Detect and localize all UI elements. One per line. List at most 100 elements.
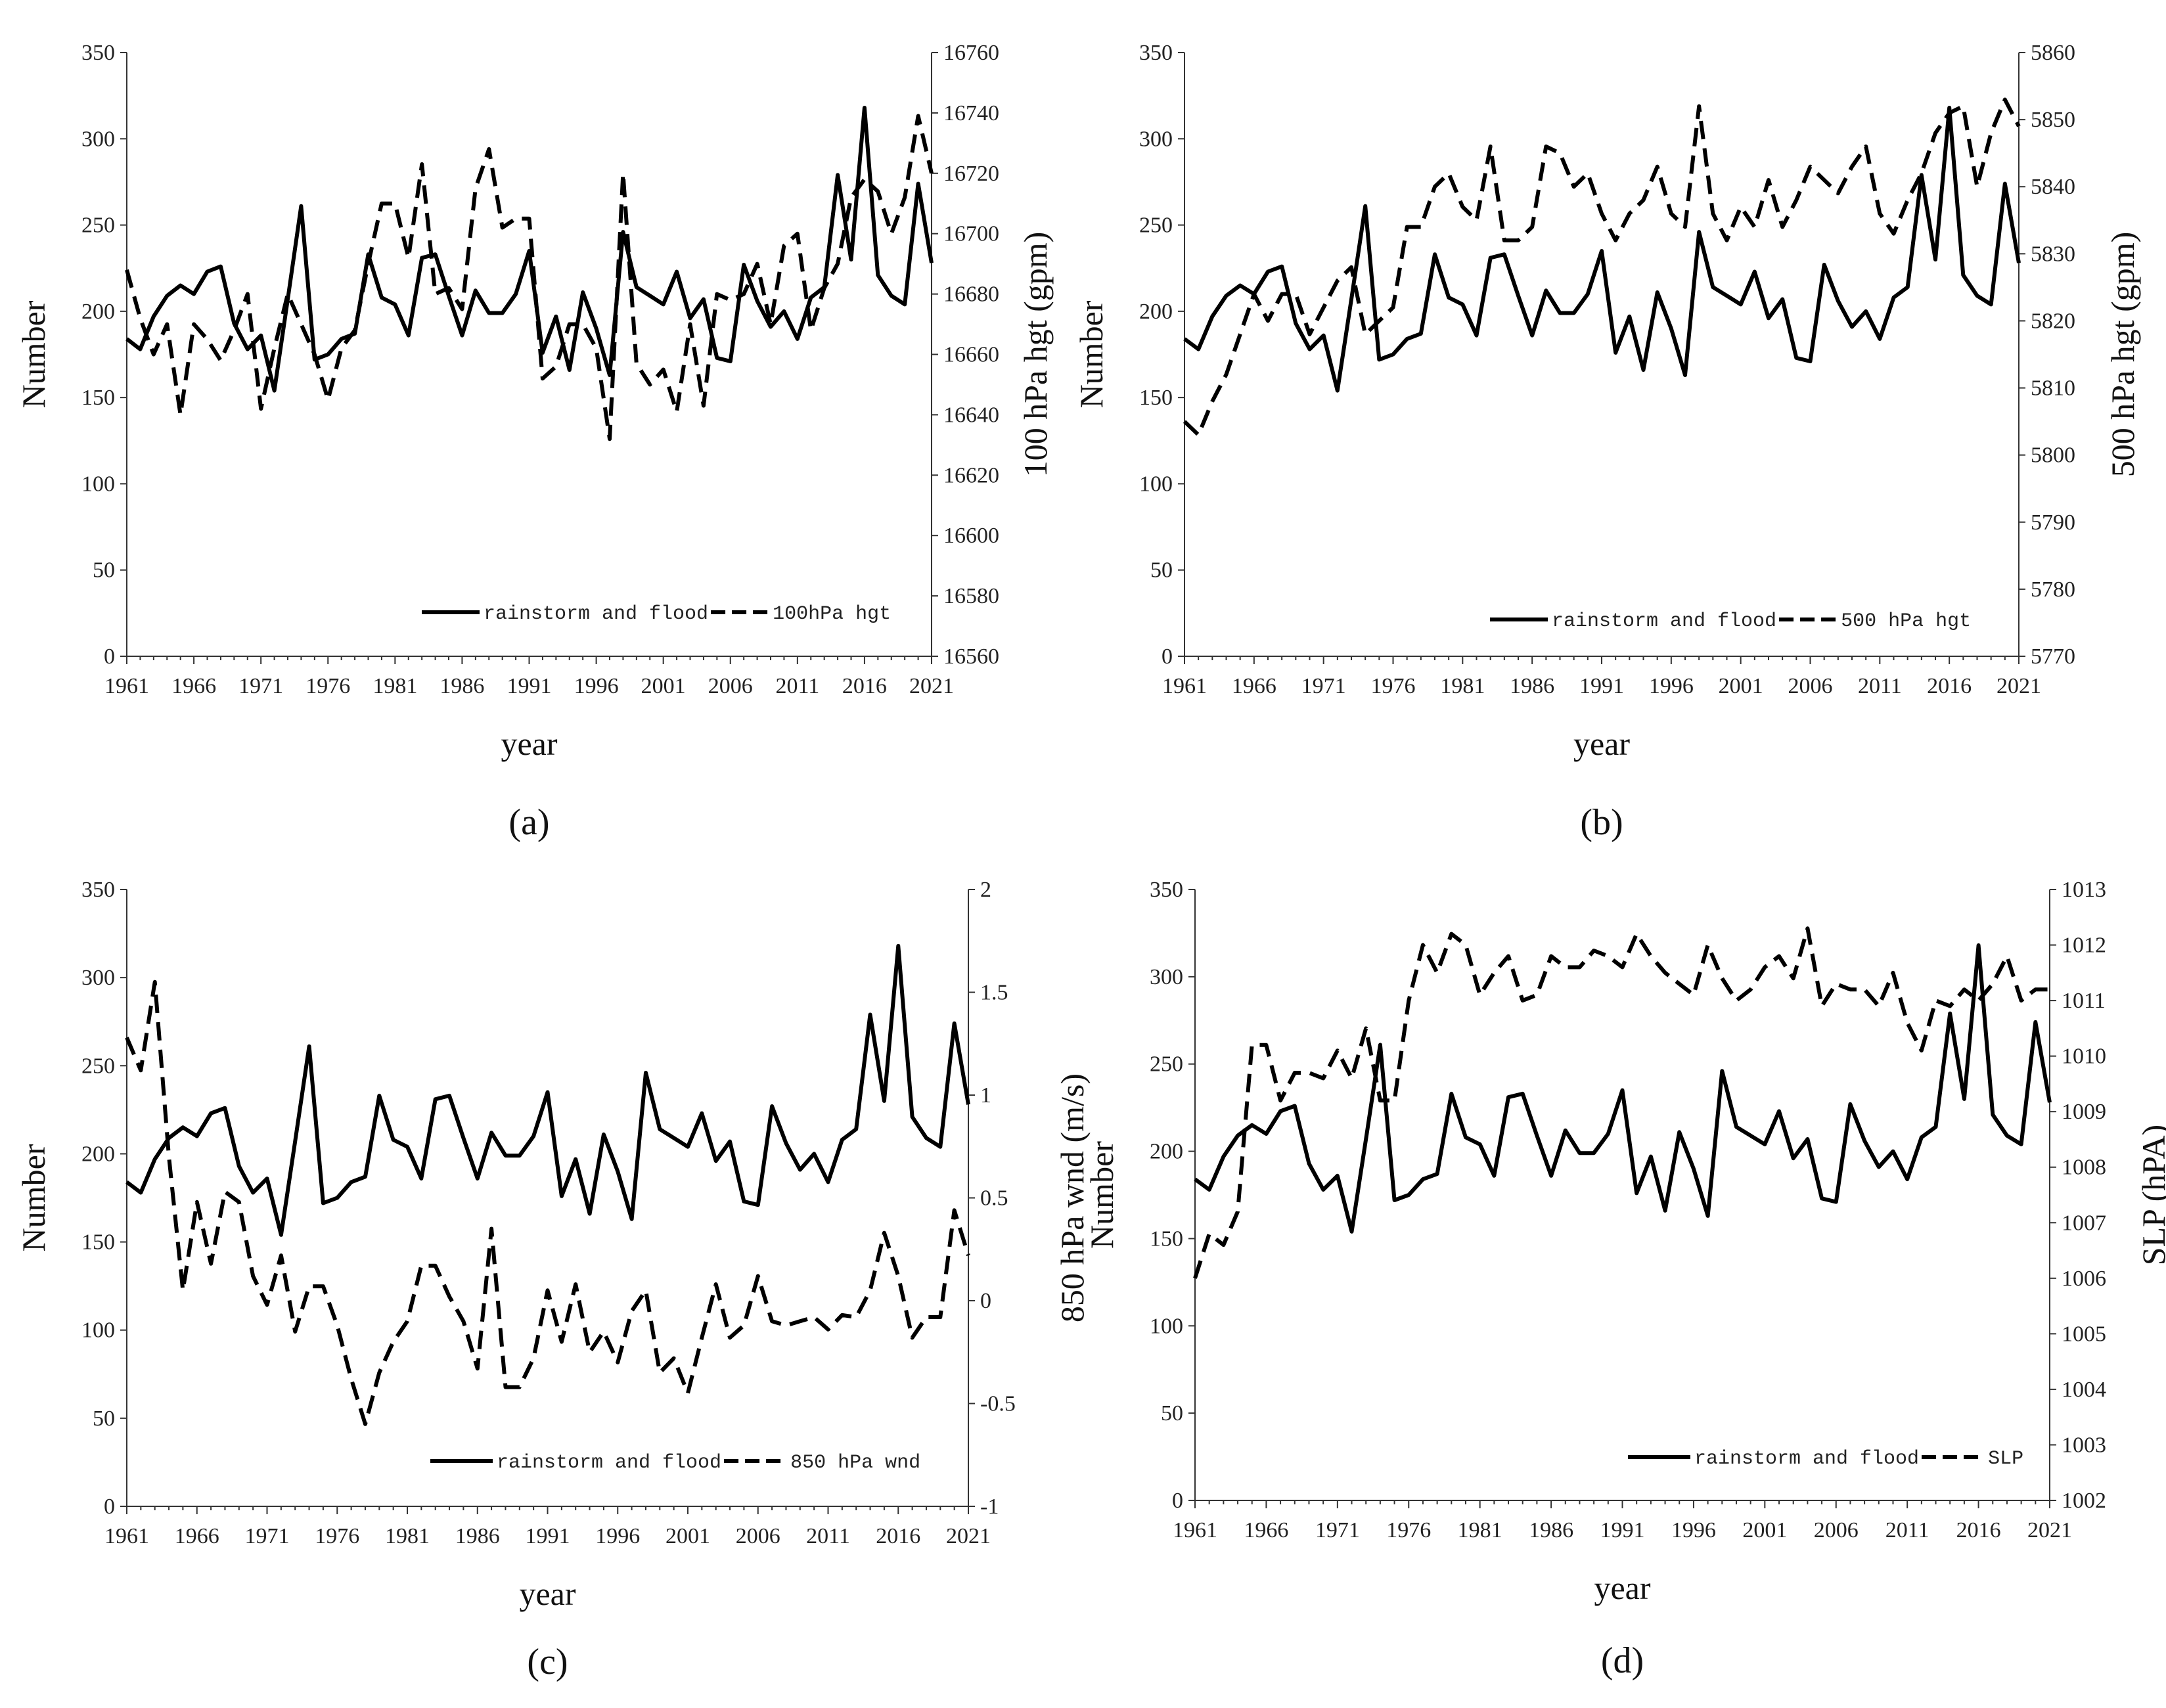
series-line-rainstorm-and-flood — [125, 106, 934, 393]
right-tick-label: 16700 — [943, 222, 999, 246]
right-tick-label: 16640 — [943, 403, 999, 427]
x-tick-label: 1976 — [1386, 1518, 1431, 1542]
right-axis-title: SLP (hPA) — [2135, 1125, 2166, 1265]
panel-label: (d) — [1601, 1640, 1644, 1681]
left-tick-label: 250 — [81, 214, 115, 238]
x-tick-label: 1966 — [175, 1524, 219, 1548]
left-axis-title: Number — [15, 300, 52, 408]
x-tick-label: 2001 — [1719, 674, 1763, 698]
left-tick-label: 0 — [1172, 1489, 1183, 1513]
left-tick-label: 300 — [81, 966, 115, 990]
series-line-rainstorm-and-flood — [1183, 106, 2021, 393]
x-tick-label: 2006 — [736, 1524, 780, 1548]
x-tick-label: 1971 — [1315, 1518, 1360, 1542]
right-tick-label: 1013 — [2062, 878, 2106, 902]
left-tick-label: 200 — [1150, 1140, 1183, 1164]
right-tick-label: 1002 — [2062, 1489, 2106, 1513]
x-tick-label: 1986 — [440, 674, 484, 698]
x-tick-label: 2011 — [1885, 1518, 1929, 1542]
x-tick-label: 1986 — [1529, 1518, 1573, 1542]
right-tick-label: 1012 — [2062, 933, 2106, 958]
right-tick-label: 16760 — [943, 41, 999, 65]
legend: rainstorm and flood 100hPa hgt — [422, 603, 891, 625]
right-tick-label: 5790 — [2031, 510, 2075, 535]
left-tick-label: 50 — [93, 558, 115, 583]
right-tick-label: 5820 — [2031, 309, 2075, 333]
right-tick-label: 5810 — [2031, 376, 2075, 401]
right-tick-label: 5800 — [2031, 443, 2075, 468]
right-axis-title: 100 hPa hgt (gpm) — [1017, 232, 1054, 478]
right-tick-label: 16660 — [943, 343, 999, 367]
x-tick-label: 2001 — [641, 674, 686, 698]
right-tick-label: 1003 — [2062, 1433, 2106, 1457]
legend-label: rainstorm and flood — [1694, 1448, 1919, 1470]
x-tick-label: 2016 — [876, 1524, 920, 1548]
right-tick-label: 1010 — [2062, 1045, 2106, 1069]
left-tick-label: 350 — [81, 41, 115, 65]
right-tick-label: 5860 — [2031, 41, 2075, 65]
x-tick-label: 1966 — [1232, 674, 1276, 698]
x-tick-label: 2021 — [909, 674, 954, 698]
x-tick-label: 1971 — [1301, 674, 1346, 698]
left-axis-title: Number — [1083, 1141, 1120, 1249]
right-tick-label: 5770 — [2031, 644, 2075, 669]
legend-label: rainstorm and flood — [497, 1452, 721, 1474]
series-line-850-hpa-wnd — [125, 979, 970, 1426]
left-tick-label: 50 — [93, 1406, 115, 1431]
x-tick-label: 2016 — [1956, 1518, 2001, 1542]
left-tick-label: 0 — [104, 1494, 115, 1519]
x-tick-label: 1991 — [526, 1524, 570, 1548]
left-tick-label: 0 — [1162, 644, 1173, 669]
x-tick-label: 1991 — [1600, 1518, 1645, 1542]
left-tick-label: 350 — [1150, 878, 1183, 902]
x-tick-label: 1971 — [245, 1524, 290, 1548]
x-tick-label: 1961 — [104, 1524, 149, 1548]
left-tick-label: 200 — [81, 300, 115, 324]
x-tick-label: 1976 — [305, 674, 350, 698]
legend-label: SLP — [1988, 1448, 2023, 1470]
right-tick-label: 1007 — [2062, 1211, 2106, 1235]
x-tick-label: 2011 — [806, 1524, 850, 1548]
x-tick-label: 2001 — [666, 1524, 710, 1548]
x-tick-label: 2011 — [1858, 674, 1902, 698]
right-tick-label: 1011 — [2062, 989, 2106, 1013]
x-tick-label: 1986 — [455, 1524, 500, 1548]
x-tick-label: 2001 — [1742, 1518, 1787, 1542]
series-line-500-hpa-hgt — [1183, 97, 2021, 437]
x-tick-label: 1981 — [372, 674, 417, 698]
right-axis-title: 500 hPa hgt (gpm) — [2104, 232, 2141, 478]
legend-label: 100hPa hgt — [773, 603, 891, 625]
left-tick-label: 150 — [1150, 1226, 1183, 1251]
left-tick-label: 150 — [81, 386, 115, 410]
x-tick-label: 2006 — [708, 674, 753, 698]
x-tick-label: 1991 — [1579, 674, 1624, 698]
legend: rainstorm and flood 850 hPa wnd — [430, 1452, 920, 1474]
x-tick-label: 2021 — [2027, 1518, 2072, 1542]
x-tick-label: 1966 — [1244, 1518, 1288, 1542]
right-tick-label: 16580 — [943, 584, 999, 608]
right-tick-label: 1008 — [2062, 1156, 2106, 1180]
x-tick-label: 2016 — [842, 674, 887, 698]
left-tick-label: 50 — [1150, 558, 1173, 583]
left-tick-label: 100 — [1150, 1314, 1183, 1338]
right-tick-label: 5840 — [2031, 175, 2075, 199]
x-tick-label: 1991 — [507, 674, 552, 698]
right-tick-label: 5830 — [2031, 242, 2075, 266]
x-tick-label: 1986 — [1510, 674, 1554, 698]
right-tick-label: 2 — [980, 878, 991, 902]
left-tick-label: 350 — [81, 878, 115, 902]
x-tick-label: 1981 — [1458, 1518, 1502, 1542]
x-tick-label: 2006 — [1814, 1518, 1859, 1542]
left-tick-label: 200 — [81, 1142, 115, 1166]
right-tick-label: 5780 — [2031, 577, 2075, 602]
left-tick-label: 100 — [81, 1318, 115, 1343]
x-axis-title: year — [501, 725, 557, 762]
x-tick-label: 1976 — [1371, 674, 1416, 698]
right-tick-label: 16560 — [943, 644, 999, 669]
right-tick-label: 0.5 — [980, 1186, 1008, 1211]
x-tick-label: 2021 — [1997, 674, 2041, 698]
x-tick-label: 2016 — [1927, 674, 1972, 698]
legend: rainstorm and flood SLP — [1628, 1448, 2023, 1470]
x-tick-label: 1961 — [104, 674, 149, 698]
x-axis-title: year — [1573, 725, 1630, 762]
